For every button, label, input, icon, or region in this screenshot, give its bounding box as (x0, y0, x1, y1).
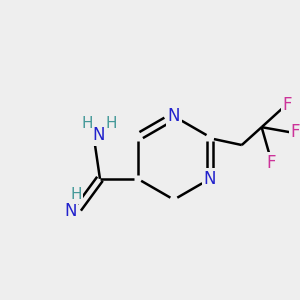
Text: H: H (81, 116, 93, 131)
Text: F: F (291, 123, 300, 141)
Text: H: H (105, 116, 117, 131)
Text: N: N (204, 170, 216, 188)
Text: F: F (283, 96, 292, 114)
Text: H: H (70, 187, 82, 202)
Text: N: N (93, 126, 105, 144)
Text: N: N (168, 107, 180, 125)
Text: N: N (64, 202, 76, 220)
Text: F: F (267, 154, 276, 172)
